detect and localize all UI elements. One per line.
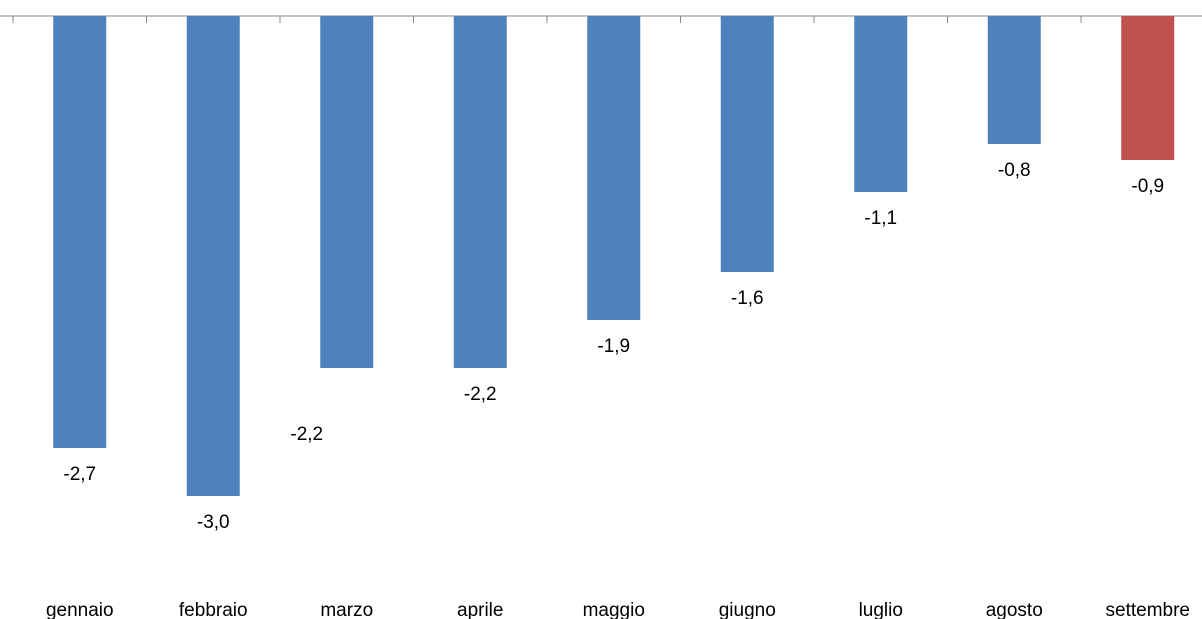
category-label-maggio: maggio: [583, 600, 645, 619]
category-label-gennaio: gennaio: [46, 600, 114, 619]
bar-marzo: [320, 16, 374, 368]
category-label-settembre: settembre: [1106, 600, 1190, 619]
category-label-marzo: marzo: [320, 600, 373, 619]
category-label-aprile: aprile: [457, 600, 503, 619]
bar-gennaio: [53, 16, 107, 448]
category-labels: gennaio febbraio marzo aprile maggio giugno lu…: [46, 600, 1190, 619]
data-label-marzo: -2,2: [290, 424, 323, 445]
data-label-gennaio: -2,7: [63, 464, 96, 485]
bar-febbraio: [186, 16, 240, 496]
data-label-luglio: -1,1: [864, 208, 897, 229]
data-label-giugno: -1,6: [731, 288, 764, 309]
bars: [53, 16, 1175, 496]
bar-aprile: [453, 16, 507, 368]
data-label-febbraio: -3,0: [197, 512, 230, 533]
category-label-luglio: luglio: [859, 600, 903, 619]
bar-maggio: [587, 16, 641, 320]
bar-settembre: [1121, 16, 1175, 160]
data-label-aprile: -2,2: [464, 384, 497, 405]
data-label-settembre: -0,9: [1131, 176, 1164, 197]
data-label-maggio: -1,9: [597, 336, 630, 357]
data-labels: -2,7 -3,0 -2,2 -2,2 -1,9 -1,6 -1,1 -0,8 -0,9: [63, 160, 1164, 533]
category-label-agosto: agosto: [986, 600, 1043, 619]
data-label-agosto: -0,8: [998, 160, 1031, 181]
bar-agosto: [987, 16, 1041, 144]
bar-giugno: [720, 16, 774, 272]
bar-luglio: [854, 16, 908, 192]
category-label-febbraio: febbraio: [179, 600, 248, 619]
category-label-giugno: giugno: [719, 600, 776, 619]
